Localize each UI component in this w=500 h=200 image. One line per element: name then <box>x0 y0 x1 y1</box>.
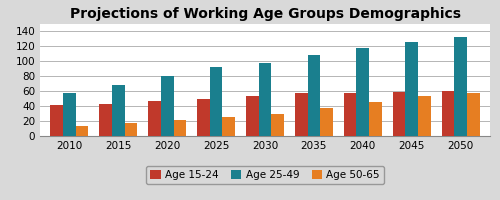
Bar <box>356 48 369 136</box>
Bar <box>210 67 222 136</box>
Bar <box>258 63 272 136</box>
Bar <box>272 114 284 136</box>
Bar <box>454 37 467 136</box>
Bar <box>124 123 138 136</box>
Bar <box>174 120 186 136</box>
Legend: Age 15-24, Age 25-49, Age 50-65: Age 15-24, Age 25-49, Age 50-65 <box>146 166 384 184</box>
Bar <box>222 117 235 136</box>
Bar <box>112 85 124 136</box>
Bar <box>99 104 112 136</box>
Bar <box>76 126 88 136</box>
Bar <box>406 42 418 136</box>
Bar <box>63 93 76 136</box>
Bar <box>308 55 320 136</box>
Title: Projections of Working Age Groups Demographics: Projections of Working Age Groups Demogr… <box>70 7 460 21</box>
Bar <box>246 96 258 136</box>
Bar <box>148 101 161 136</box>
Bar <box>197 99 209 136</box>
Bar <box>392 92 406 136</box>
Bar <box>442 91 454 136</box>
Bar <box>320 108 333 136</box>
Bar <box>161 76 173 136</box>
Bar <box>344 93 356 136</box>
Bar <box>418 96 431 136</box>
Bar <box>50 105 63 136</box>
Bar <box>467 93 479 136</box>
Bar <box>295 93 308 136</box>
Bar <box>369 102 382 136</box>
